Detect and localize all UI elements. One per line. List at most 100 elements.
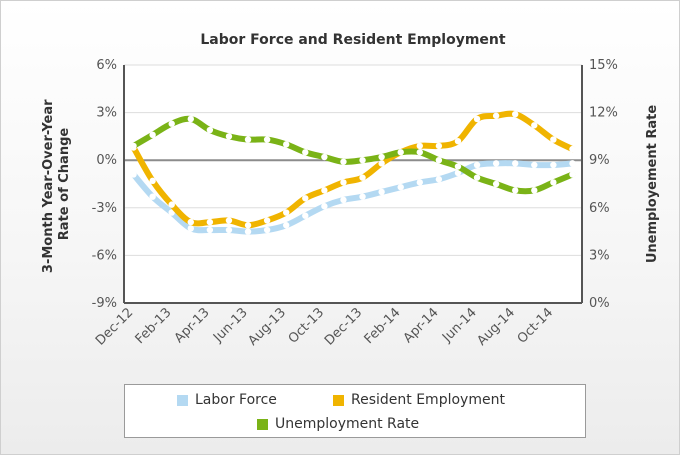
y2-tick-label: 15% xyxy=(589,58,618,73)
data-point-unemployment-rate[interactable] xyxy=(283,141,290,148)
data-point-labor-force[interactable] xyxy=(244,228,252,235)
data-point-resident-employment[interactable] xyxy=(531,122,538,129)
data-point-resident-employment[interactable] xyxy=(416,142,423,150)
x-tick-label: Dec-12 xyxy=(93,305,136,348)
data-point-labor-force[interactable] xyxy=(187,225,194,232)
x-tick-label: Dec-13 xyxy=(322,305,365,348)
legend-item-labor-force[interactable]: Labor Force xyxy=(177,392,277,408)
data-point-unemployment-rate[interactable] xyxy=(397,149,404,156)
data-point-labor-force[interactable] xyxy=(435,176,443,183)
data-point-labor-force[interactable] xyxy=(168,209,175,216)
data-point-labor-force[interactable] xyxy=(550,161,557,169)
data-point-resident-employment[interactable] xyxy=(225,217,233,224)
data-point-unemployment-rate[interactable] xyxy=(416,149,423,156)
data-point-resident-employment[interactable] xyxy=(435,142,443,150)
data-point-resident-employment[interactable] xyxy=(359,174,366,181)
data-point-resident-employment[interactable] xyxy=(168,201,175,208)
data-point-labor-force[interactable] xyxy=(283,222,290,229)
x-tick-label: Jun-14 xyxy=(439,305,480,346)
data-point-labor-force[interactable] xyxy=(263,226,271,234)
plot-area xyxy=(124,65,582,303)
x-tick-label: Oct-14 xyxy=(515,305,557,347)
data-point-resident-employment[interactable] xyxy=(550,136,557,143)
legend-item-resident-employment[interactable]: Resident Employment xyxy=(333,392,505,408)
data-point-resident-employment[interactable] xyxy=(302,195,309,202)
data-point-labor-force[interactable] xyxy=(321,203,328,210)
series-unemployment-rate xyxy=(130,115,576,195)
data-point-unemployment-rate[interactable] xyxy=(168,120,175,127)
x-tick-label: Jun-13 xyxy=(210,305,251,346)
data-point-unemployment-rate[interactable] xyxy=(340,158,347,165)
y-tick-label: -3% xyxy=(92,201,117,216)
data-point-labor-force[interactable] xyxy=(416,179,423,186)
data-point-unemployment-rate[interactable] xyxy=(263,136,271,143)
data-point-labor-force[interactable] xyxy=(302,212,309,219)
data-point-unemployment-rate[interactable] xyxy=(473,174,481,181)
data-point-resident-employment[interactable] xyxy=(187,218,194,226)
data-point-unemployment-rate[interactable] xyxy=(492,180,500,188)
data-point-unemployment-rate[interactable] xyxy=(435,157,443,164)
data-point-resident-employment[interactable] xyxy=(340,179,347,186)
data-point-resident-employment[interactable] xyxy=(321,187,328,194)
data-point-resident-employment[interactable] xyxy=(206,218,214,226)
x-tick-label: Apr-14 xyxy=(401,305,442,346)
data-point-unemployment-rate[interactable] xyxy=(302,149,309,156)
x-tick-label: Oct-13 xyxy=(286,305,328,347)
data-point-resident-employment[interactable] xyxy=(569,145,576,153)
data-point-unemployment-rate[interactable] xyxy=(531,187,538,194)
data-point-unemployment-rate[interactable] xyxy=(321,153,328,161)
data-point-resident-employment[interactable] xyxy=(473,115,481,123)
data-point-labor-force[interactable] xyxy=(569,160,576,167)
left-axis-title-line-2: Rate of Change xyxy=(57,128,72,241)
data-point-resident-employment[interactable] xyxy=(454,137,462,145)
data-point-unemployment-rate[interactable] xyxy=(225,133,233,140)
data-point-resident-employment[interactable] xyxy=(244,222,252,229)
legend-label-resident-employment: Resident Employment xyxy=(351,392,505,408)
data-point-labor-force[interactable] xyxy=(340,196,347,204)
legend-item-unemployment-rate[interactable]: Unemployment Rate xyxy=(257,416,419,432)
data-point-unemployment-rate[interactable] xyxy=(550,179,557,186)
data-point-labor-force[interactable] xyxy=(531,161,538,169)
data-point-labor-force[interactable] xyxy=(149,193,156,200)
data-point-unemployment-rate[interactable] xyxy=(187,115,194,123)
y2-tick-label: 9% xyxy=(589,153,610,168)
x-tick-label: Aug-13 xyxy=(245,305,289,349)
data-point-unemployment-rate[interactable] xyxy=(244,136,252,143)
data-point-labor-force[interactable] xyxy=(359,193,366,200)
data-point-labor-force[interactable] xyxy=(397,183,404,191)
data-point-labor-force[interactable] xyxy=(206,226,214,234)
data-point-labor-force[interactable] xyxy=(378,188,385,196)
data-point-resident-employment[interactable] xyxy=(378,160,385,167)
chart-legend: Labor Force Resident Employment Unemploy… xyxy=(124,384,586,438)
data-point-labor-force[interactable] xyxy=(130,171,137,178)
data-point-unemployment-rate[interactable] xyxy=(512,187,519,194)
data-point-labor-force[interactable] xyxy=(492,160,500,167)
data-point-unemployment-rate[interactable] xyxy=(359,157,366,164)
data-point-labor-force[interactable] xyxy=(454,169,462,177)
data-point-resident-employment[interactable] xyxy=(283,209,290,216)
data-point-unemployment-rate[interactable] xyxy=(378,153,385,161)
y2-tick-label: 3% xyxy=(589,248,610,263)
chart-title: Labor Force and Resident Employment xyxy=(200,32,506,48)
y-tick-label: 3% xyxy=(96,106,117,121)
data-point-unemployment-rate[interactable] xyxy=(569,171,576,178)
data-point-unemployment-rate[interactable] xyxy=(454,163,462,170)
legend-swatch-unemployment-rate xyxy=(257,418,268,430)
y-tick-label: -9% xyxy=(92,296,117,311)
legend-label-labor-force: Labor Force xyxy=(195,392,277,408)
data-point-labor-force[interactable] xyxy=(225,226,233,234)
data-point-resident-employment[interactable] xyxy=(512,110,519,118)
x-tick-label: Aug-14 xyxy=(474,305,518,349)
data-point-resident-employment[interactable] xyxy=(263,217,271,224)
data-point-labor-force[interactable] xyxy=(512,160,519,167)
data-point-resident-employment[interactable] xyxy=(149,177,156,185)
data-point-unemployment-rate[interactable] xyxy=(149,131,156,139)
series-resident-employment xyxy=(130,110,576,229)
data-point-unemployment-rate[interactable] xyxy=(130,142,137,150)
legend-label-unemployment-rate: Unemployment Rate xyxy=(275,416,420,432)
data-point-resident-employment[interactable] xyxy=(492,112,500,119)
data-point-labor-force[interactable] xyxy=(473,161,481,169)
y-tick-label: 6% xyxy=(96,58,117,73)
data-point-unemployment-rate[interactable] xyxy=(206,126,214,134)
